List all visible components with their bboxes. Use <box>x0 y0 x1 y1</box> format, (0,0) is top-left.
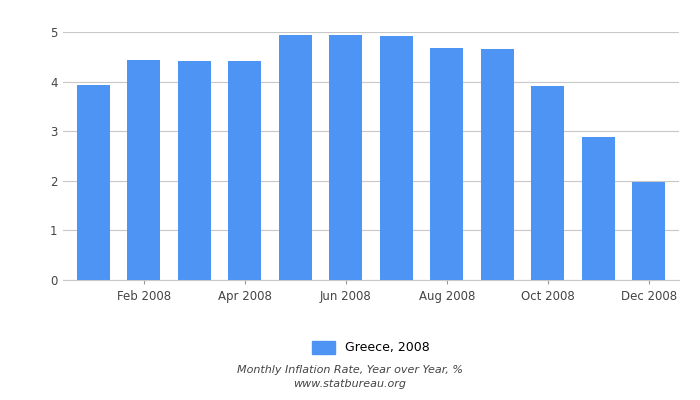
Bar <box>582 137 615 280</box>
Bar <box>77 85 110 280</box>
Bar <box>632 182 665 280</box>
Bar <box>228 61 261 280</box>
Bar <box>481 49 514 280</box>
Text: Monthly Inflation Rate, Year over Year, %: Monthly Inflation Rate, Year over Year, … <box>237 365 463 375</box>
Bar <box>380 36 413 280</box>
Bar <box>279 35 312 280</box>
Text: www.statbureau.org: www.statbureau.org <box>293 379 407 389</box>
Legend: Greece, 2008: Greece, 2008 <box>312 341 430 354</box>
Bar <box>178 61 211 280</box>
Bar <box>531 86 564 280</box>
Bar <box>329 36 362 280</box>
Bar <box>430 48 463 280</box>
Bar <box>127 60 160 280</box>
